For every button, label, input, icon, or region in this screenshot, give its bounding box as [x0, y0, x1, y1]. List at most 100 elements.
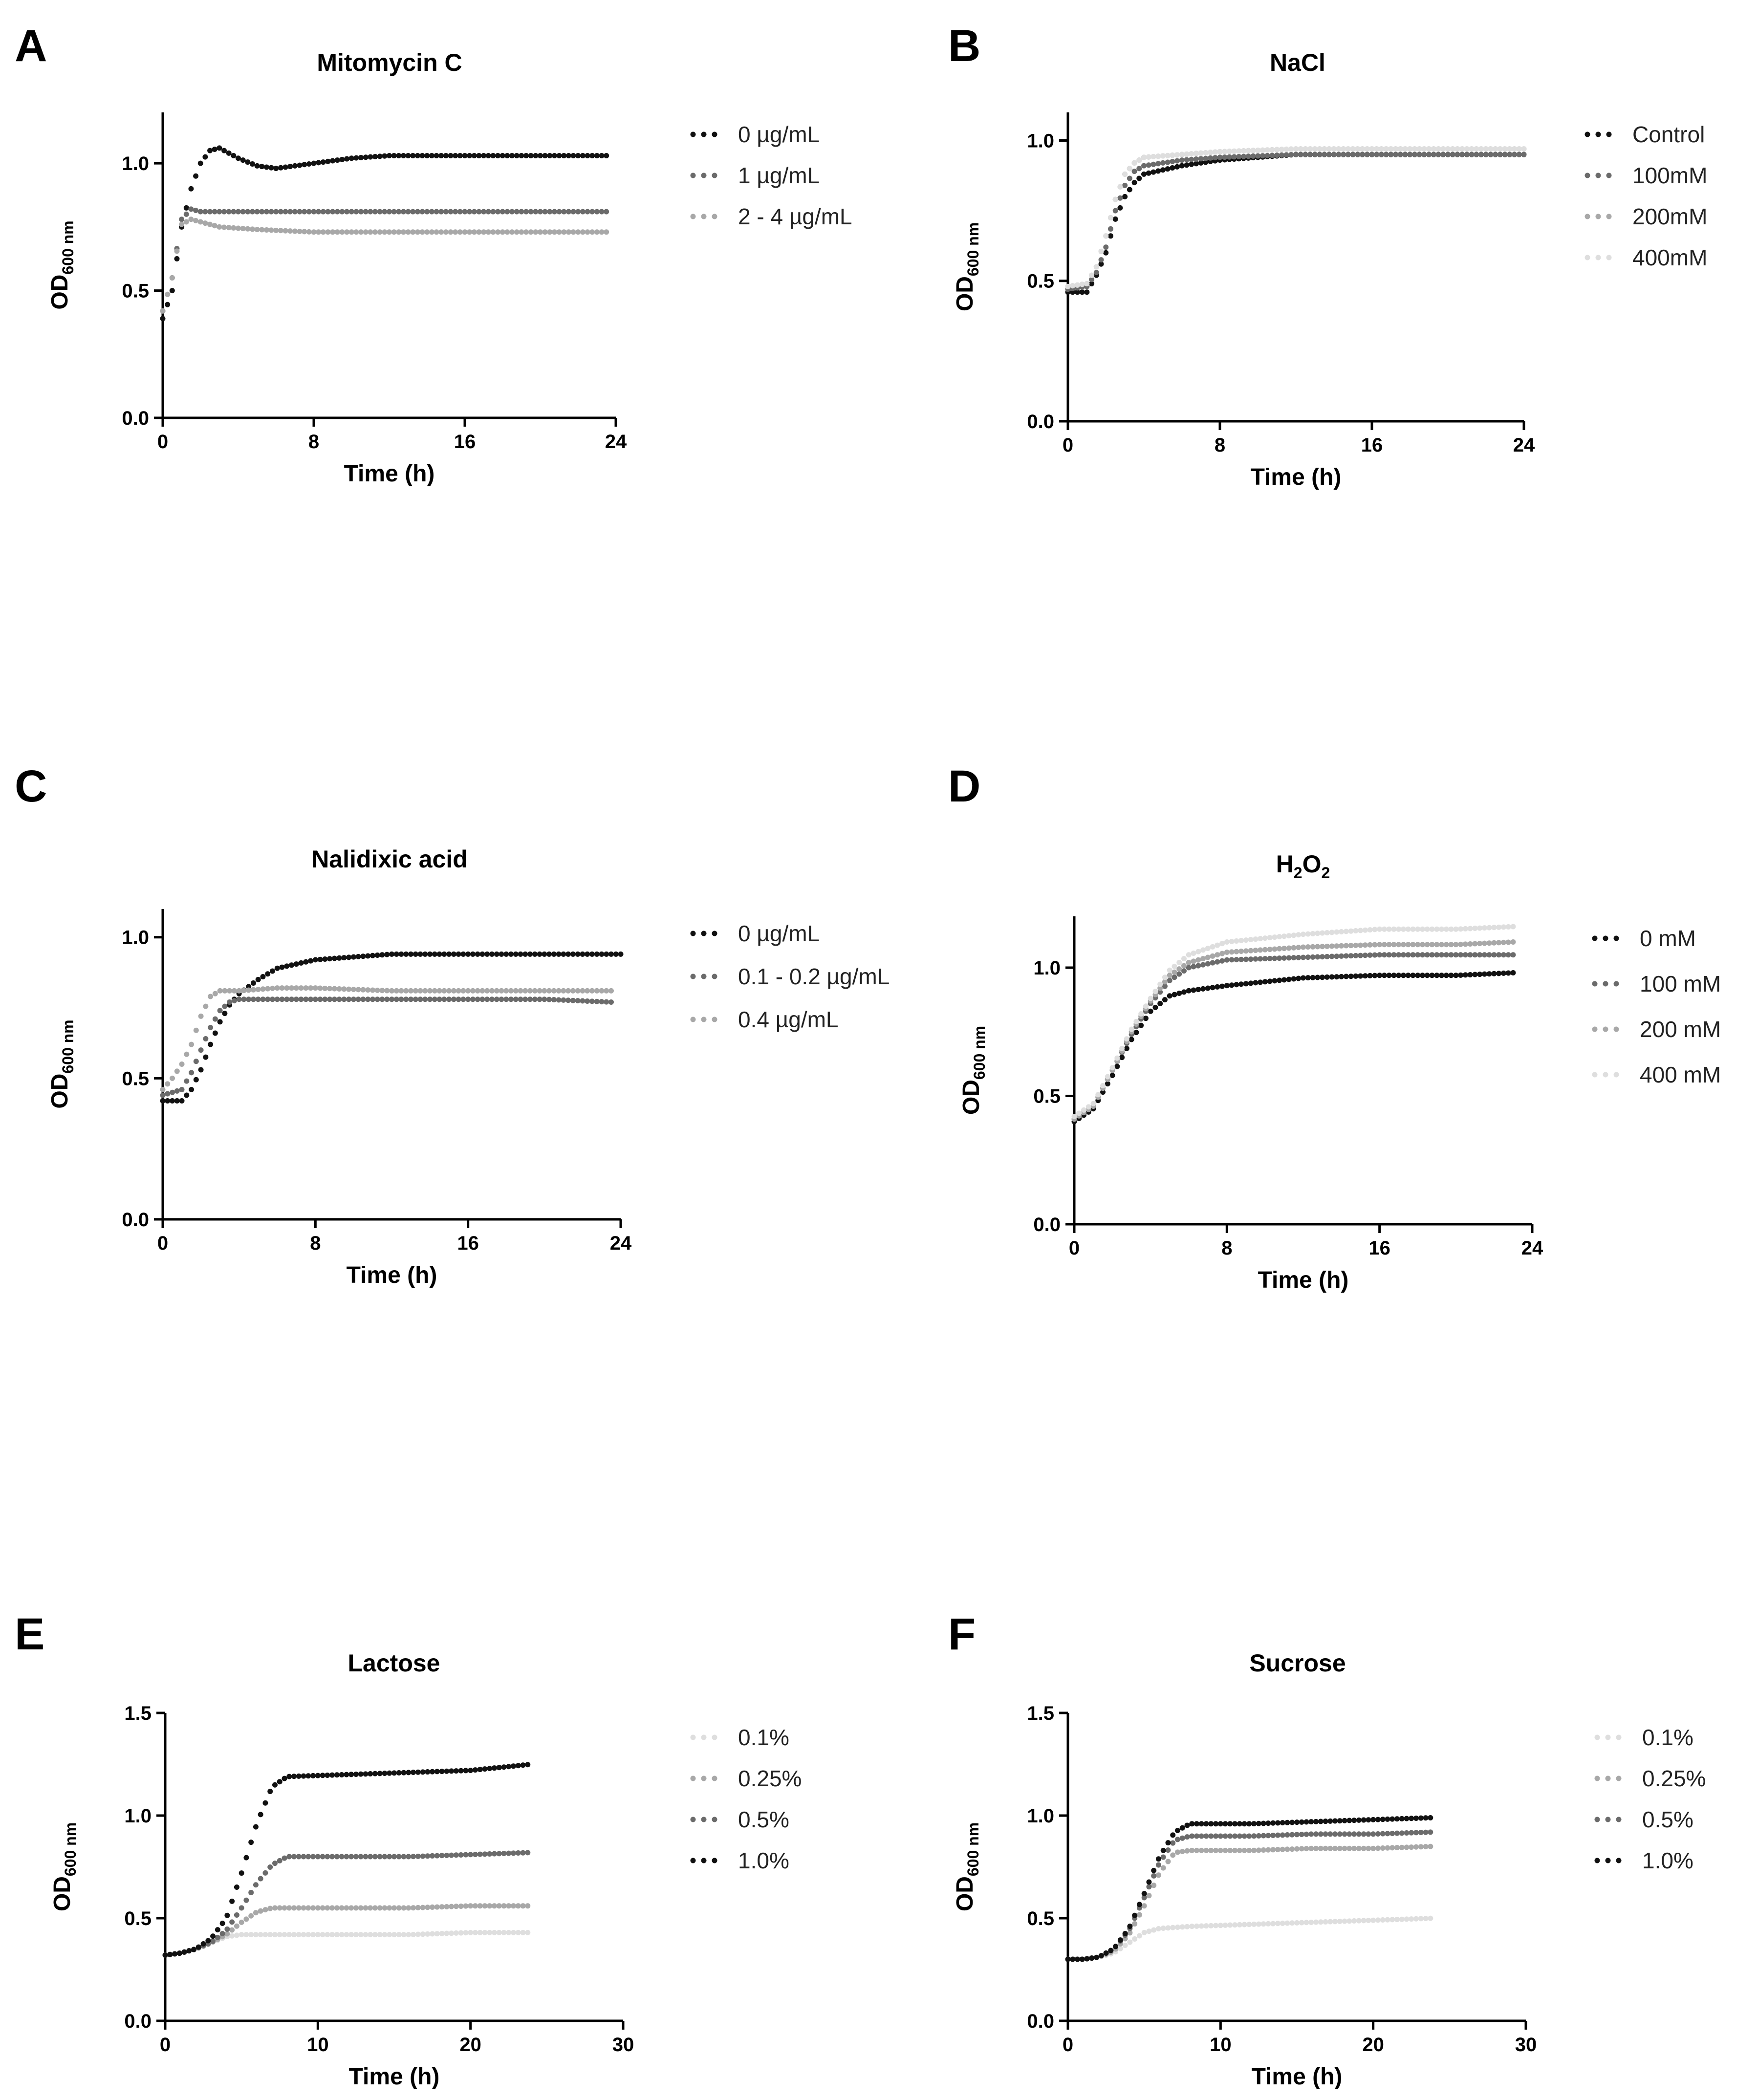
data-point [268, 227, 274, 233]
legend-label: 100 mM [1640, 971, 1721, 996]
data-point [1174, 158, 1180, 164]
data-point [1310, 944, 1316, 950]
data-point [389, 951, 394, 957]
data-point [1251, 1847, 1257, 1853]
data-point [1193, 161, 1199, 167]
data-point [377, 1854, 383, 1860]
data-point [350, 996, 356, 1002]
data-point [511, 1903, 517, 1909]
data-point [1472, 941, 1478, 947]
data-point [1375, 1917, 1381, 1923]
data-point [1410, 973, 1416, 978]
data-point [1269, 152, 1275, 158]
data-point [325, 209, 331, 215]
data-point [398, 988, 404, 994]
data-point [1493, 146, 1498, 152]
data-point [496, 1765, 502, 1771]
data-point [472, 1767, 478, 1773]
data-point [179, 1086, 185, 1092]
data-point [470, 951, 476, 957]
data-point [405, 209, 411, 215]
data-point [1404, 1830, 1410, 1836]
data-point [358, 154, 364, 160]
data-point [1326, 152, 1332, 157]
data-point [489, 996, 495, 1002]
data-point [1226, 149, 1232, 154]
legend-item: 1.0% [1594, 1848, 1693, 1873]
data-point [1151, 1873, 1157, 1879]
data-point [277, 1932, 282, 1938]
data-point [542, 209, 548, 215]
data-point [1421, 152, 1427, 157]
data-point [1148, 1008, 1153, 1014]
legend-marker [690, 173, 696, 178]
data-point [463, 1930, 469, 1936]
data-point [513, 988, 519, 994]
data-point [260, 974, 266, 980]
x-tick-label: 30 [1515, 2034, 1537, 2056]
data-point [1415, 952, 1421, 958]
data-point [1256, 1921, 1261, 1927]
data-point [556, 988, 562, 994]
data-point [1507, 146, 1513, 152]
data-point [231, 209, 237, 215]
data-point [1138, 1022, 1144, 1028]
data-point [499, 988, 504, 994]
data-point [1331, 146, 1337, 152]
data-point [1410, 942, 1416, 948]
data-point [1245, 153, 1251, 159]
data-point [170, 1098, 175, 1104]
data-point [406, 1905, 412, 1911]
data-point [1189, 156, 1194, 162]
data-point [463, 1768, 469, 1774]
data-point [1405, 973, 1411, 978]
data-point [267, 1905, 273, 1911]
data-point [1259, 147, 1265, 153]
data-point [253, 1910, 259, 1916]
data-point [556, 153, 562, 159]
legend-marker [1595, 255, 1601, 260]
data-point [420, 1931, 426, 1937]
legend-item: 0.25% [690, 1766, 802, 1791]
x-axis-label: Time (h) [1258, 1267, 1349, 1293]
data-point [224, 1931, 230, 1937]
data-point [1483, 152, 1489, 157]
data-point [1256, 1833, 1261, 1839]
data-point [599, 988, 605, 994]
data-point [436, 996, 442, 1002]
data-point [250, 987, 256, 993]
data-point [1380, 1917, 1386, 1923]
data-point [184, 1092, 190, 1098]
data-point [1415, 926, 1421, 932]
data-point [1275, 1832, 1281, 1838]
data-point [1493, 152, 1498, 157]
data-point [255, 987, 261, 993]
data-point [487, 1851, 493, 1857]
data-point [1215, 952, 1220, 958]
legend-item: 2 - 4 µg/mL [690, 204, 852, 229]
data-point [1089, 1955, 1095, 1961]
data-point [525, 1850, 531, 1856]
data-point [495, 229, 501, 235]
data-point [250, 980, 256, 986]
data-point [1366, 1817, 1371, 1823]
data-point [476, 209, 482, 215]
data-point [1280, 1920, 1285, 1926]
legend-marker [1616, 1817, 1622, 1822]
data-point [400, 153, 406, 159]
data-point [160, 308, 166, 314]
data-point [490, 153, 496, 159]
data-point [1294, 1819, 1300, 1825]
data-point [1165, 166, 1171, 172]
data-point [344, 1854, 349, 1860]
data-point [176, 1950, 182, 1956]
data-point [1343, 953, 1349, 959]
data-point [1366, 1845, 1371, 1851]
data-point [527, 951, 533, 957]
panel-letter: B [948, 21, 980, 71]
data-point [1303, 1920, 1309, 1926]
data-point [432, 996, 437, 1002]
data-point [1394, 1917, 1400, 1923]
legend-marker [1603, 935, 1608, 941]
legend-marker [1594, 1817, 1600, 1822]
